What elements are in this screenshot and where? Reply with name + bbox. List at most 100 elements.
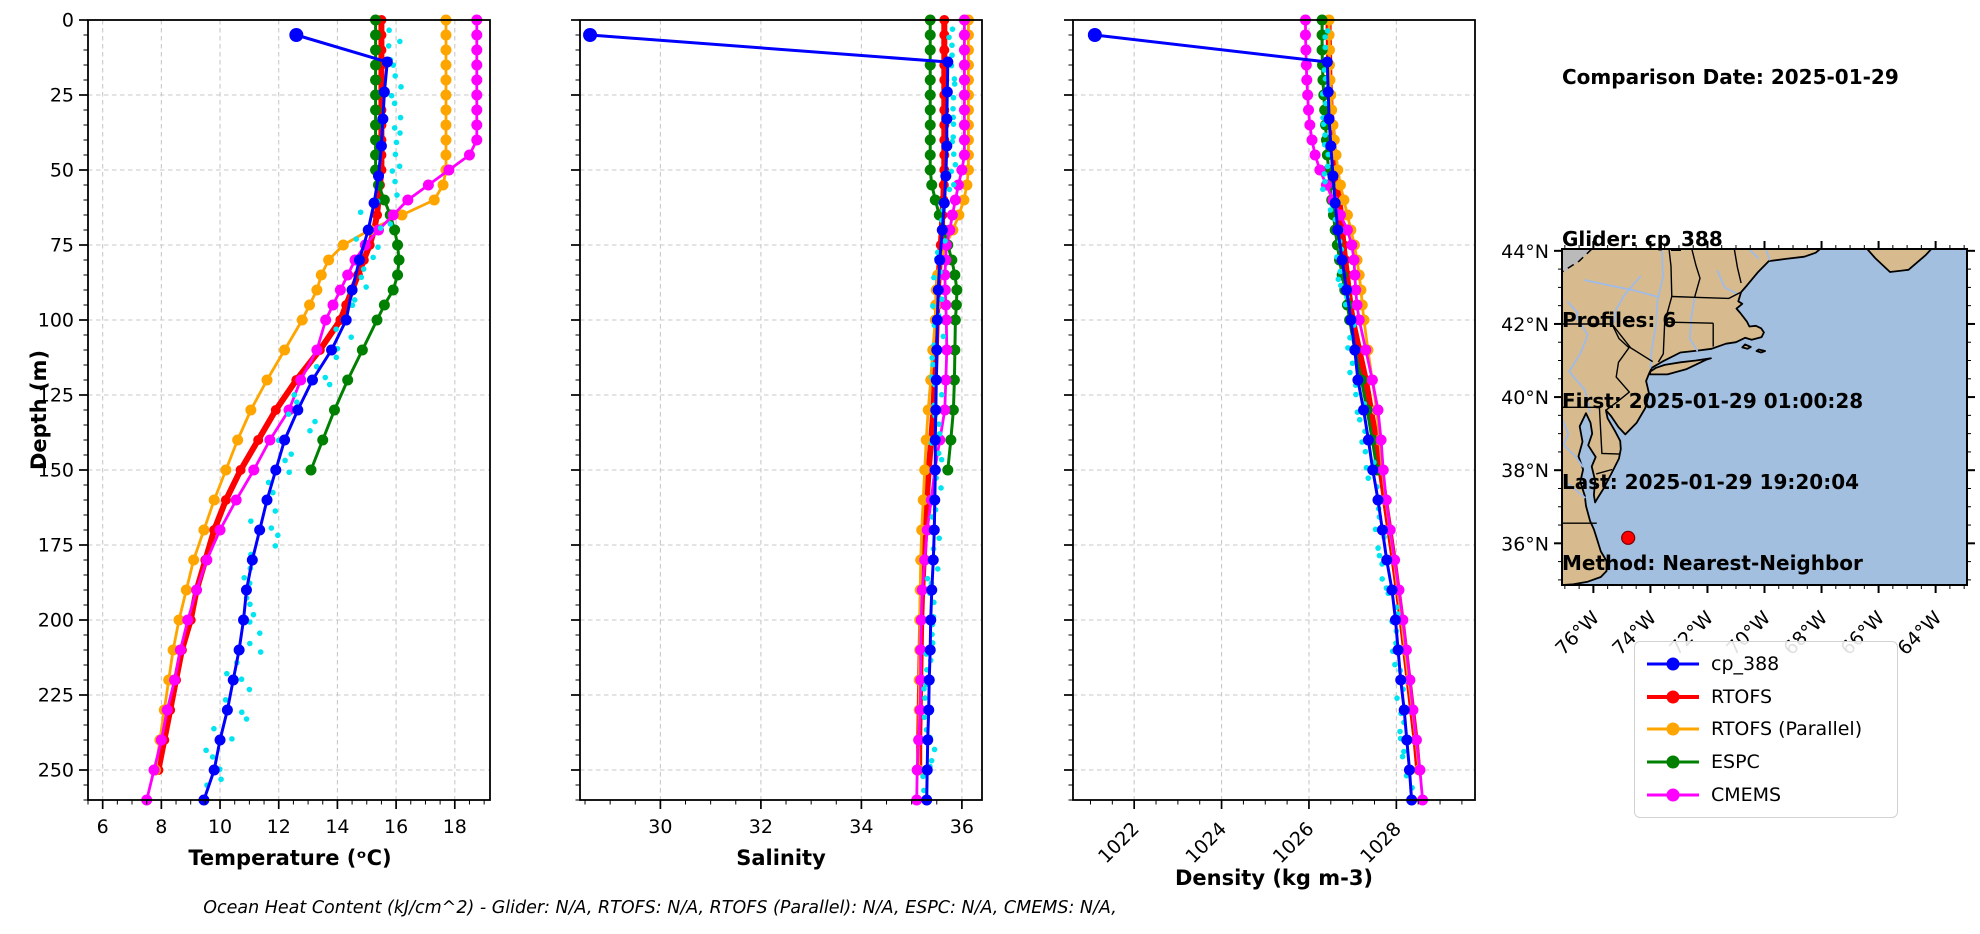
svg-text:100: 100 [38,310,74,332]
map-river [1562,478,1586,499]
map-national-border [1562,249,1593,273]
svg-text:34: 34 [849,816,873,838]
legend-label: RTOFS (Parallel) [1711,718,1863,741]
series-espc [305,14,405,476]
first-profile-time-text: First: 2025-01-29 01:00:28 [1562,389,1864,413]
series-cmems [911,14,970,806]
svg-text:250: 250 [38,760,74,782]
series-cp_388 [198,28,393,806]
map-river [1765,249,1771,261]
density-axis-label: Density (kg m-3) [1174,866,1374,890]
legend-label: CMEMS [1711,783,1782,806]
svg-text:42°N: 42°N [1501,314,1549,336]
svg-text:38°N: 38°N [1501,460,1549,482]
map-river [1716,269,1739,295]
map-river [1688,296,1699,352]
svg-text:8: 8 [155,816,167,838]
svg-text:12: 12 [267,816,291,838]
map-long-island [1648,357,1712,376]
map-state-border [1664,321,1714,324]
temperature-profile-panel: 6 8 10 12 14 16 18 0 25 50 75 100 125 150 175 200 225 250 [38,10,491,839]
legend-label: ESPC [1711,751,1760,774]
ticks [571,19,963,809]
legend-entry-rtofs-parallel-: RTOFS (Parallel) [1645,714,1887,745]
map-state-border [1562,323,1654,363]
svg-text:36°N: 36°N [1501,533,1549,555]
tick-labels: 1022 1024 1026 1028 [1094,818,1406,868]
legend-line-marker-swatch [1647,788,1699,802]
map-state-border [1598,407,1621,455]
map-state-border [1733,249,1742,284]
glider-name-text: Glider: cp_388 [1562,227,1723,251]
info-panel: Comparison Date: 2025-01-29 Glider: cp_3… [1562,10,1899,604]
legend-line-marker-swatch [1647,690,1699,704]
series-cmems [1299,14,1429,806]
svg-text:64°W: 64°W [1894,607,1947,660]
glider-raw-scatter [203,27,404,788]
ocean-heat-content-footer: Ocean Heat Content (kJ/cm^2) - Glider: N… [203,898,1117,918]
last-profile-time-text: Last: 2025-01-29 19:20:04 [1562,470,1860,494]
svg-text:6: 6 [97,816,109,838]
salinity-profile-panel: 30 32 34 36 [571,14,983,838]
map-island [1755,348,1766,354]
series-cp_388 [583,28,954,806]
gridlines [580,19,982,800]
svg-text:16: 16 [384,816,408,838]
map-river [1567,315,1591,413]
series-cmems [141,14,483,806]
series-rtofs-parallel- [149,14,452,776]
svg-text:40°N: 40°N [1501,387,1549,409]
series-cp_388 [1087,28,1418,806]
tick-labels: 6 8 10 12 14 16 18 0 25 50 75 100 125 150 175 200 225 250 [38,10,467,839]
glider-location-marker [1621,530,1636,545]
legend-line-marker-swatch [1647,755,1699,769]
salinity-axis-label: Salinity [736,846,826,870]
map-ticks [1554,241,1975,593]
svg-text:225: 225 [38,685,74,707]
svg-text:150: 150 [38,460,74,482]
legend: cp_388 RTOFS RTOFS (Parallel) ESPC CMEMS [1634,641,1898,818]
svg-text:1024: 1024 [1181,818,1231,868]
legend-entry-rtofs: RTOFS [1645,681,1887,712]
map-state-border [1691,249,1701,298]
map-river [1747,249,1760,260]
svg-text:30: 30 [648,816,672,838]
svg-text:1028: 1028 [1356,818,1406,868]
density-profile-panel: 1022 1024 1026 1028 [1064,14,1476,868]
axes-spines [1072,19,1476,801]
svg-text:25: 25 [50,85,74,107]
svg-text:0: 0 [62,10,74,32]
map-river [1583,279,1658,298]
svg-text:125: 125 [38,385,74,407]
svg-text:14: 14 [325,816,349,838]
ticks [79,19,485,809]
map-river [1649,249,1664,369]
legend-label: RTOFS [1711,685,1773,708]
map-state-border [1657,249,1673,363]
svg-text:75: 75 [50,235,74,257]
gridlines [1073,19,1475,800]
svg-text:76°W: 76°W [1551,607,1604,660]
svg-text:18: 18 [443,816,467,838]
svg-text:1022: 1022 [1094,818,1144,868]
legend-entry-cmems: CMEMS [1645,779,1887,810]
map-state-border [1596,468,1613,475]
map-island [1741,343,1752,350]
method-text: Method: Nearest-Neighbor [1562,551,1863,575]
legend-entry-espc: ESPC [1645,747,1887,778]
svg-text:1026: 1026 [1269,818,1319,868]
svg-text:36: 36 [950,816,974,838]
map-state-border [1671,291,1741,300]
profiles-count-text: Profiles: 6 [1562,308,1677,332]
depth-axis-label: Depth (m) [27,349,51,471]
legend-line-marker-swatch [1647,657,1699,671]
comparison-date-text: Comparison Date: 2025-01-29 [1562,65,1899,89]
svg-text:10: 10 [208,816,232,838]
tick-labels: 30 32 34 36 [648,816,974,838]
legend-line-marker-swatch [1647,722,1699,736]
info-panel-spacer [1562,145,1899,172]
map-state-border [1605,323,1631,411]
svg-text:200: 200 [38,610,74,632]
map-nova-scotia [1866,249,1933,273]
